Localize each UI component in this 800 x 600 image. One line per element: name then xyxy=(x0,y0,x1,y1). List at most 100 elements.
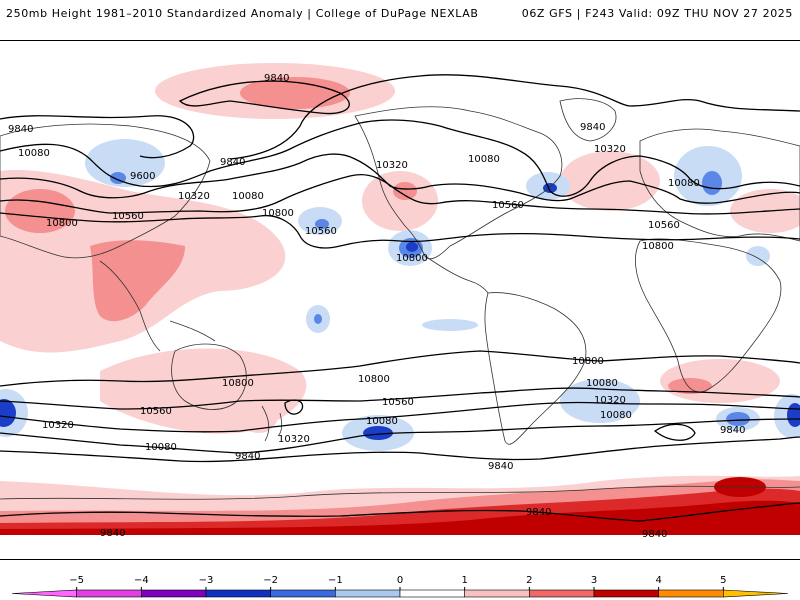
colorbar-swatch xyxy=(464,589,530,598)
contour-label: 10800 xyxy=(358,374,390,385)
colorbar-tick-label: −5 xyxy=(69,575,84,586)
colorbar-swatch xyxy=(335,589,401,598)
contour-10080-south xyxy=(0,418,800,454)
header-bar: 250mb Height 1981–2010 Standardized Anom… xyxy=(0,0,800,30)
colorbar-canvas: −5 −4 −3 −2 −1 0 1 2 3 4 5 xyxy=(11,575,789,598)
anomaly-negative-south-indian-core xyxy=(726,412,750,426)
colorbar-swatch xyxy=(11,589,77,598)
contour-10320-south xyxy=(0,401,800,433)
contour-label: 10080 xyxy=(366,416,398,427)
colorbar-tick-label: 1 xyxy=(461,575,467,586)
colorbar-swatch xyxy=(593,589,659,598)
contour-label: 10320 xyxy=(594,144,626,155)
contour-label: 10320 xyxy=(594,395,626,406)
contour-label: 10560 xyxy=(140,406,172,417)
contour-label: 10560 xyxy=(305,226,337,237)
contour-label: 9840 xyxy=(526,507,551,518)
colorbar-swatch xyxy=(399,589,465,598)
coast-europe xyxy=(639,128,800,242)
anomaly-negative-equatorial-atlantic xyxy=(422,319,478,331)
anomaly-positive-southern-africa-core xyxy=(668,378,712,394)
contour-label: 10800 xyxy=(396,253,428,264)
contour-label: 9840 xyxy=(220,157,245,168)
contour-10320-north xyxy=(0,153,800,204)
contour-label: 10560 xyxy=(648,220,680,231)
contour-10560-north xyxy=(0,174,800,215)
contour-label: 10800 xyxy=(572,356,604,367)
colorbar-swatch xyxy=(141,589,207,598)
map-title: 250mb Height 1981–2010 Standardized Anom… xyxy=(6,7,479,20)
colorbar-swatch xyxy=(658,589,724,598)
anomaly-negative-central-pacific-core xyxy=(315,219,329,229)
coast-australia xyxy=(171,343,247,410)
anomaly-negative-siberia xyxy=(85,139,165,187)
colorbar-tick-label: −2 xyxy=(263,575,278,586)
contour-label: 9840 xyxy=(488,461,513,472)
anomaly-negative-west-indian-core xyxy=(0,399,16,427)
colorbar-tick-label: 0 xyxy=(397,575,403,586)
model-run-info: 06Z GFS | F243 Valid: 09Z THU NOV 27 202… xyxy=(521,7,793,20)
anomaly-negative-tropical-pacific-core xyxy=(314,314,322,324)
contour-label: 10560 xyxy=(492,200,524,211)
contour-10800-north xyxy=(0,212,800,249)
contour-label: 10080 xyxy=(232,191,264,202)
contour-label: 10080 xyxy=(586,378,618,389)
anomaly-positive-southern-band-4 xyxy=(0,500,800,535)
anomaly-negative-south-pacific-core xyxy=(363,426,393,440)
contour-label: 9840 xyxy=(720,425,745,436)
contour-10800-south xyxy=(0,350,800,387)
contour-10080-north xyxy=(0,119,800,197)
colorbar: −5 −4 −3 −2 −1 0 1 2 3 4 5 xyxy=(0,566,800,600)
contour-label: 10560 xyxy=(382,397,414,408)
coastlines xyxy=(0,98,800,500)
contour-label: 10560 xyxy=(112,211,144,222)
colorbar-tick-label: 4 xyxy=(655,575,661,586)
anomaly-map: 9840 9840 10080 9600 9840 10320 10080 10… xyxy=(0,40,800,560)
contour-label: 10080 xyxy=(145,442,177,453)
anomaly-shading xyxy=(0,63,800,535)
coast-south-america xyxy=(484,292,587,445)
anomaly-positive-western-us-core xyxy=(393,182,417,200)
contour-label: 9840 xyxy=(235,451,260,462)
coast-north-america xyxy=(354,106,563,260)
contour-label: 9840 xyxy=(580,122,605,133)
colorbar-swatch xyxy=(270,589,336,598)
contour-label: 9600 xyxy=(130,171,155,182)
colorbar-tick-label: 3 xyxy=(591,575,597,586)
coast-antarctica xyxy=(0,485,800,500)
contour-label: 10080 xyxy=(600,410,632,421)
contour-label: 10800 xyxy=(222,378,254,389)
contour-label: 10080 xyxy=(668,178,700,189)
anomaly-positive-maritime xyxy=(90,240,185,322)
contour-label: 10320 xyxy=(278,434,310,445)
contour-label: 9840 xyxy=(8,124,33,135)
height-contours xyxy=(0,74,800,522)
contour-10560-south xyxy=(0,387,800,410)
contour-label: 10800 xyxy=(46,218,78,229)
anomaly-negative-nw-africa xyxy=(746,246,770,266)
colorbar-tick-label: −3 xyxy=(199,575,214,586)
colorbar-swatch xyxy=(205,589,271,598)
contour-closed-low-south-atlantic xyxy=(653,423,696,441)
contour-label: 10800 xyxy=(642,241,674,252)
anomaly-negative-eastern-us-core xyxy=(543,183,557,193)
contour-label: 10080 xyxy=(468,154,500,165)
map-canvas: 9840 9840 10080 9600 9840 10320 10080 10… xyxy=(0,63,800,540)
coast-southeast-asia xyxy=(99,260,216,352)
coast-asia xyxy=(0,123,211,259)
colorbar-tick-label: 5 xyxy=(720,575,726,586)
colorbar-swatch xyxy=(529,589,595,598)
anomaly-negative-scandinavia-core xyxy=(702,171,722,195)
coast-africa xyxy=(635,238,782,393)
colorbar-tick-label: −4 xyxy=(134,575,149,586)
contour-label: 10320 xyxy=(42,420,74,431)
contour-label: 9840 xyxy=(642,529,667,540)
anomaly-positive-western-us xyxy=(362,171,438,231)
contour-closed-low-south-pacific xyxy=(284,399,304,415)
contour-label: 10800 xyxy=(262,208,294,219)
anomaly-positive-tasman xyxy=(220,377,280,433)
coast-central-america xyxy=(424,255,489,294)
colorbar-swatch xyxy=(723,589,789,598)
contour-9840-antarctic xyxy=(0,502,800,522)
contour-9840-north xyxy=(0,74,800,160)
